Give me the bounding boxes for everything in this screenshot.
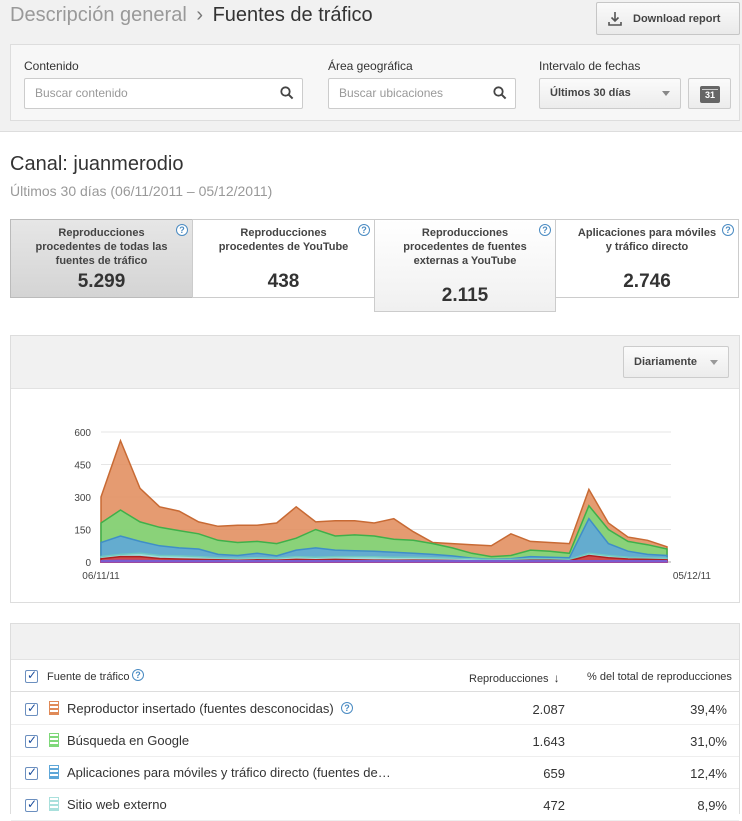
filters-panel: Contenido Buscar contenido Área geográfi…	[10, 44, 740, 121]
col-source-header[interactable]: Fuente de tráfico	[47, 671, 130, 683]
metric-value: 2.115	[441, 285, 489, 306]
series-area	[100, 438, 668, 563]
breadcrumb-parent[interactable]: Descripción general	[10, 4, 187, 26]
metric-label: Reproducciones procedentes de todas las …	[35, 227, 168, 267]
help-icon[interactable]: ?	[176, 224, 188, 236]
metric-value: 438	[267, 271, 300, 292]
pct-value: 39,4%	[690, 702, 727, 717]
x-tick-label: 06/11/11	[82, 571, 120, 582]
period-value: Diariamente	[634, 356, 697, 368]
y-tick-label: 600	[74, 428, 91, 439]
period-select[interactable]: Diariamente	[623, 346, 729, 378]
row-checkbox[interactable]	[25, 765, 38, 780]
metric-tab-mobile-direct[interactable]: Aplicaciones para móviles y tráfico dire…	[555, 219, 739, 298]
table-row[interactable]: Reproductor insertado (fuentes desconoci…	[11, 693, 739, 725]
metric-value: 2.746	[623, 271, 671, 292]
y-tick-label: 300	[74, 493, 91, 504]
metric-label: Aplicaciones para móviles y tráfico dire…	[577, 227, 717, 253]
help-icon[interactable]: ?	[358, 224, 370, 236]
series-color-swatch	[49, 765, 59, 779]
col-views-label: Reproducciones	[469, 673, 549, 685]
metric-label: Reproducciones procedentes de fuentes ex…	[403, 227, 527, 267]
x-tick-label: 05/12/11	[673, 571, 712, 582]
sort-desc-icon: ↓	[553, 671, 560, 685]
pct-value: 8,9%	[697, 798, 727, 813]
metric-tab-youtube[interactable]: Reproducciones procedentes de YouTube ? …	[192, 219, 375, 298]
download-report-button[interactable]: Download report	[596, 2, 740, 35]
date-range-select[interactable]: Últimos 30 días	[539, 78, 681, 109]
table-row[interactable]: Búsqueda en Google 1.643 31,0%	[11, 725, 739, 757]
table-row[interactable]: Sitio web externo 472 8,9%	[11, 789, 739, 821]
date-range-summary: Últimos 30 días (06/11/2011 – 05/12/2011…	[10, 183, 273, 199]
select-all-checkbox[interactable]	[25, 668, 38, 683]
row-checkbox[interactable]	[25, 797, 38, 812]
help-icon[interactable]: ?	[539, 224, 551, 236]
y-tick-label: 450	[74, 461, 91, 472]
geo-search-placeholder: Buscar ubicaciones	[339, 86, 444, 100]
calendar-button[interactable]: 31	[688, 78, 731, 109]
help-icon[interactable]: ?	[722, 224, 734, 236]
search-icon[interactable]	[280, 86, 294, 100]
y-tick-label: 150	[74, 526, 91, 537]
content-label: Contenido	[24, 59, 79, 73]
y-tick-label: 0	[85, 558, 91, 569]
traffic-area-chart: 0 150 300 450 600 06/11/11 05/12/11	[74, 428, 712, 582]
date-label: Intervalo de fechas	[539, 59, 641, 73]
source-name[interactable]: Reproductor insertado (fuentes desconoci…	[67, 701, 334, 716]
views-value: 659	[543, 766, 565, 781]
metric-label: Reproducciones procedentes de YouTube	[218, 227, 349, 253]
series-area	[100, 504, 668, 563]
geo-label: Área geográfica	[328, 59, 413, 73]
pct-value: 31,0%	[690, 734, 727, 749]
metric-tab-external[interactable]: Reproducciones procedentes de fuentes ex…	[374, 219, 556, 312]
channel-title: Canal: juanmerodio	[10, 153, 184, 175]
series-color-swatch	[49, 733, 59, 747]
col-views-header[interactable]: Reproducciones ↓	[469, 671, 560, 685]
breadcrumb-separator: ›	[196, 4, 203, 26]
chart-toolbar: Diariamente	[11, 336, 739, 389]
download-icon	[608, 11, 622, 26]
metric-value: 5.299	[77, 271, 126, 292]
calendar-icon: 31	[700, 86, 720, 103]
date-range-value: Últimos 30 días	[550, 87, 631, 99]
views-value: 2.087	[532, 702, 565, 717]
row-checkbox[interactable]	[25, 733, 38, 748]
header-bar: Descripción general › Fuentes de tráfico…	[0, 0, 742, 132]
breadcrumb: Descripción general › Fuentes de tráfico	[10, 4, 373, 27]
source-name[interactable]: Sitio web externo	[67, 797, 167, 812]
chevron-down-icon	[662, 91, 670, 96]
content-search-placeholder: Buscar contenido	[35, 86, 128, 100]
source-name[interactable]: Aplicaciones para móviles y tráfico dire…	[67, 765, 391, 780]
search-icon[interactable]	[493, 86, 507, 100]
chevron-down-icon	[710, 360, 718, 365]
pct-value: 12,4%	[690, 766, 727, 781]
geo-search-input[interactable]: Buscar ubicaciones	[328, 78, 516, 109]
table-header: Fuente de tráfico ? Reproducciones ↓ % d…	[11, 661, 739, 692]
views-value: 1.643	[532, 734, 565, 749]
sources-table: Fuente de tráfico ? Reproducciones ↓ % d…	[10, 623, 740, 821]
row-checkbox[interactable]	[25, 701, 38, 716]
table-toolbar	[11, 624, 739, 660]
download-report-label: Download report	[633, 12, 721, 25]
chart-panel: Diariamente 0 150 300 450 600 06/11/11 05/12/1…	[10, 335, 740, 603]
views-value: 472	[543, 798, 565, 813]
series-color-swatch	[49, 701, 59, 715]
metric-tab-all-sources[interactable]: Reproducciones procedentes de todas las …	[10, 219, 193, 298]
source-name[interactable]: Búsqueda en Google	[67, 733, 190, 748]
series-color-swatch	[49, 797, 59, 811]
breadcrumb-current: Fuentes de tráfico	[212, 4, 373, 26]
col-pct-header[interactable]: % del total de reproducciones	[587, 671, 732, 683]
content-search-input[interactable]: Buscar contenido	[24, 78, 303, 109]
table-row[interactable]: Aplicaciones para móviles y tráfico dire…	[11, 757, 739, 789]
help-icon[interactable]: ?	[132, 669, 144, 681]
help-icon[interactable]: ?	[341, 702, 353, 714]
